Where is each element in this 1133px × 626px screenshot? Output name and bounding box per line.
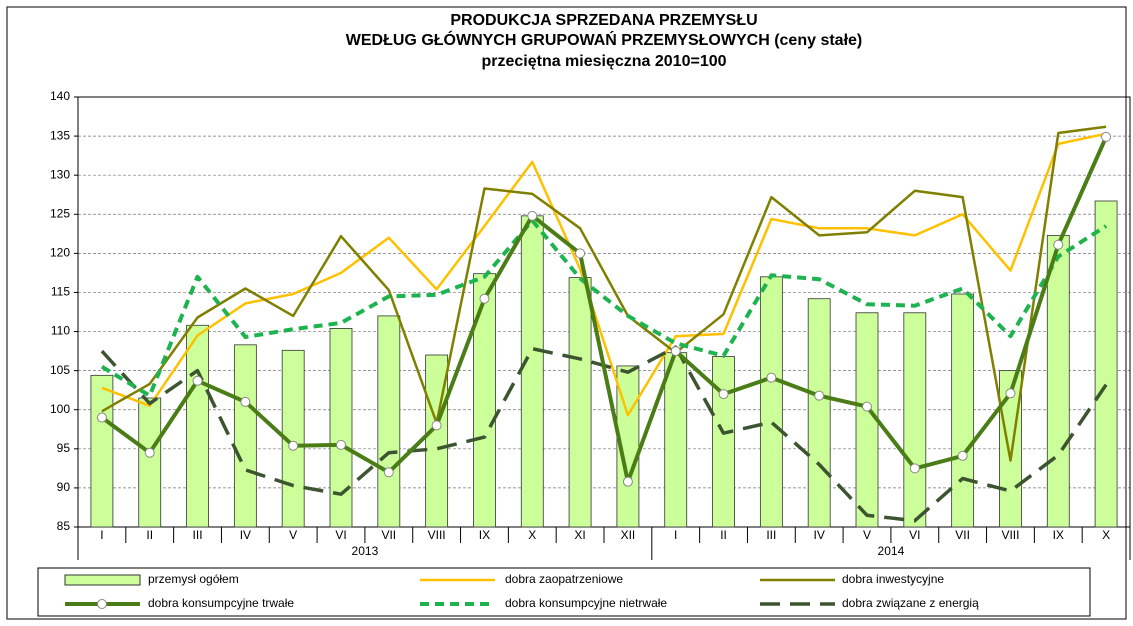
bar [377,315,401,528]
bar [807,298,831,528]
x-tick-label: X [528,528,536,542]
group-label: 2014 [878,544,905,558]
x-tick-label: VI [909,528,920,542]
x-tick-label: VII [955,528,970,542]
y-tick-label: 105 [50,363,70,377]
bar [664,352,688,528]
x-tick-label: I [100,528,103,542]
y-tick-label: 115 [51,285,70,299]
marker [575,248,586,259]
chart-frame [6,6,1127,620]
y-tick-label: 85 [57,519,71,533]
marker [622,476,633,487]
chart-title: WEDŁUG GŁÓWNYCH GRUPOWAŃ PRZEMYSŁOWYCH (… [346,30,862,49]
legend-label: dobra zaopatrzeniowe [505,572,623,586]
series-line [101,132,1107,417]
bar [759,276,783,528]
group-label: 2013 [352,544,379,558]
y-tick-label: 140 [50,89,70,103]
x-tick-label: V [289,528,297,542]
y-tick-label: 100 [50,402,70,416]
y-tick-label: 135 [50,128,70,142]
marker [288,440,299,451]
x-tick-label: VIII [428,528,446,542]
marker [957,450,968,461]
x-tick-label: IV [240,528,251,542]
chart-title: PRODUKCJA SPRZEDANA PRZEMYSŁU [450,12,757,29]
x-tick-label: XI [574,528,585,542]
marker [909,463,920,474]
y-tick-label: 125 [50,206,70,220]
bar [712,356,735,528]
legend-box [37,567,1091,617]
bar [568,277,592,528]
marker [862,401,872,412]
marker [1053,239,1064,250]
bar [473,273,496,528]
marker [766,372,777,383]
series-line [101,125,1107,462]
legend-swatch [64,574,141,586]
marker [527,210,538,221]
bar [138,397,162,528]
marker [96,412,107,423]
legend-label: przemysł ogółem [148,572,239,586]
marker [144,447,155,458]
x-tick-label: VII [381,528,396,542]
chart-title: przeciętna miesięczna 2010=100 [481,53,726,70]
marker [479,293,490,304]
marker [431,420,442,431]
marker [1005,388,1016,399]
bar [951,293,975,528]
bar [903,312,927,528]
bar [1094,200,1118,528]
x-tick-label: V [863,528,871,542]
x-tick-label: X [1102,528,1110,542]
x-tick-label: VI [335,528,346,542]
marker [383,467,394,478]
marker [718,389,729,400]
bar [90,374,114,528]
legend-label: dobra związane z energią [842,596,979,610]
x-tick-label: XII [621,528,636,542]
x-tick-label: II [146,528,153,542]
y-tick-label: 120 [50,246,70,260]
x-tick-label: IV [814,528,825,542]
x-tick-label: II [720,528,727,542]
marker [1101,131,1112,142]
x-tick-label: III [766,528,776,542]
y-tick-label: 95 [57,441,71,455]
marker [670,346,681,357]
x-tick-label: IX [1053,528,1064,542]
y-tick-label: 90 [57,480,71,494]
bar [329,328,353,528]
marker [814,390,825,401]
marker [240,396,251,407]
y-tick-label: 130 [50,167,70,181]
y-tick-label: 110 [51,324,70,338]
series-line [100,218,1108,398]
bar [520,215,544,528]
bar [1046,234,1070,528]
series-line [100,136,1108,484]
x-tick-label: IX [479,528,490,542]
marker [192,375,203,386]
bar [186,324,209,528]
x-tick-label: VIII [1001,528,1019,542]
bar [855,312,879,528]
legend-marker [97,599,107,609]
x-tick-label: III [193,528,203,542]
x-tick-label: I [674,528,677,542]
bar [233,344,257,528]
legend-label: dobra inwestycyjne [842,572,944,586]
legend-label: dobra konsumpcyjne nietrwałe [505,596,667,610]
legend-label: dobra konsumpcyjne trwałe [148,596,294,610]
marker [336,439,346,450]
